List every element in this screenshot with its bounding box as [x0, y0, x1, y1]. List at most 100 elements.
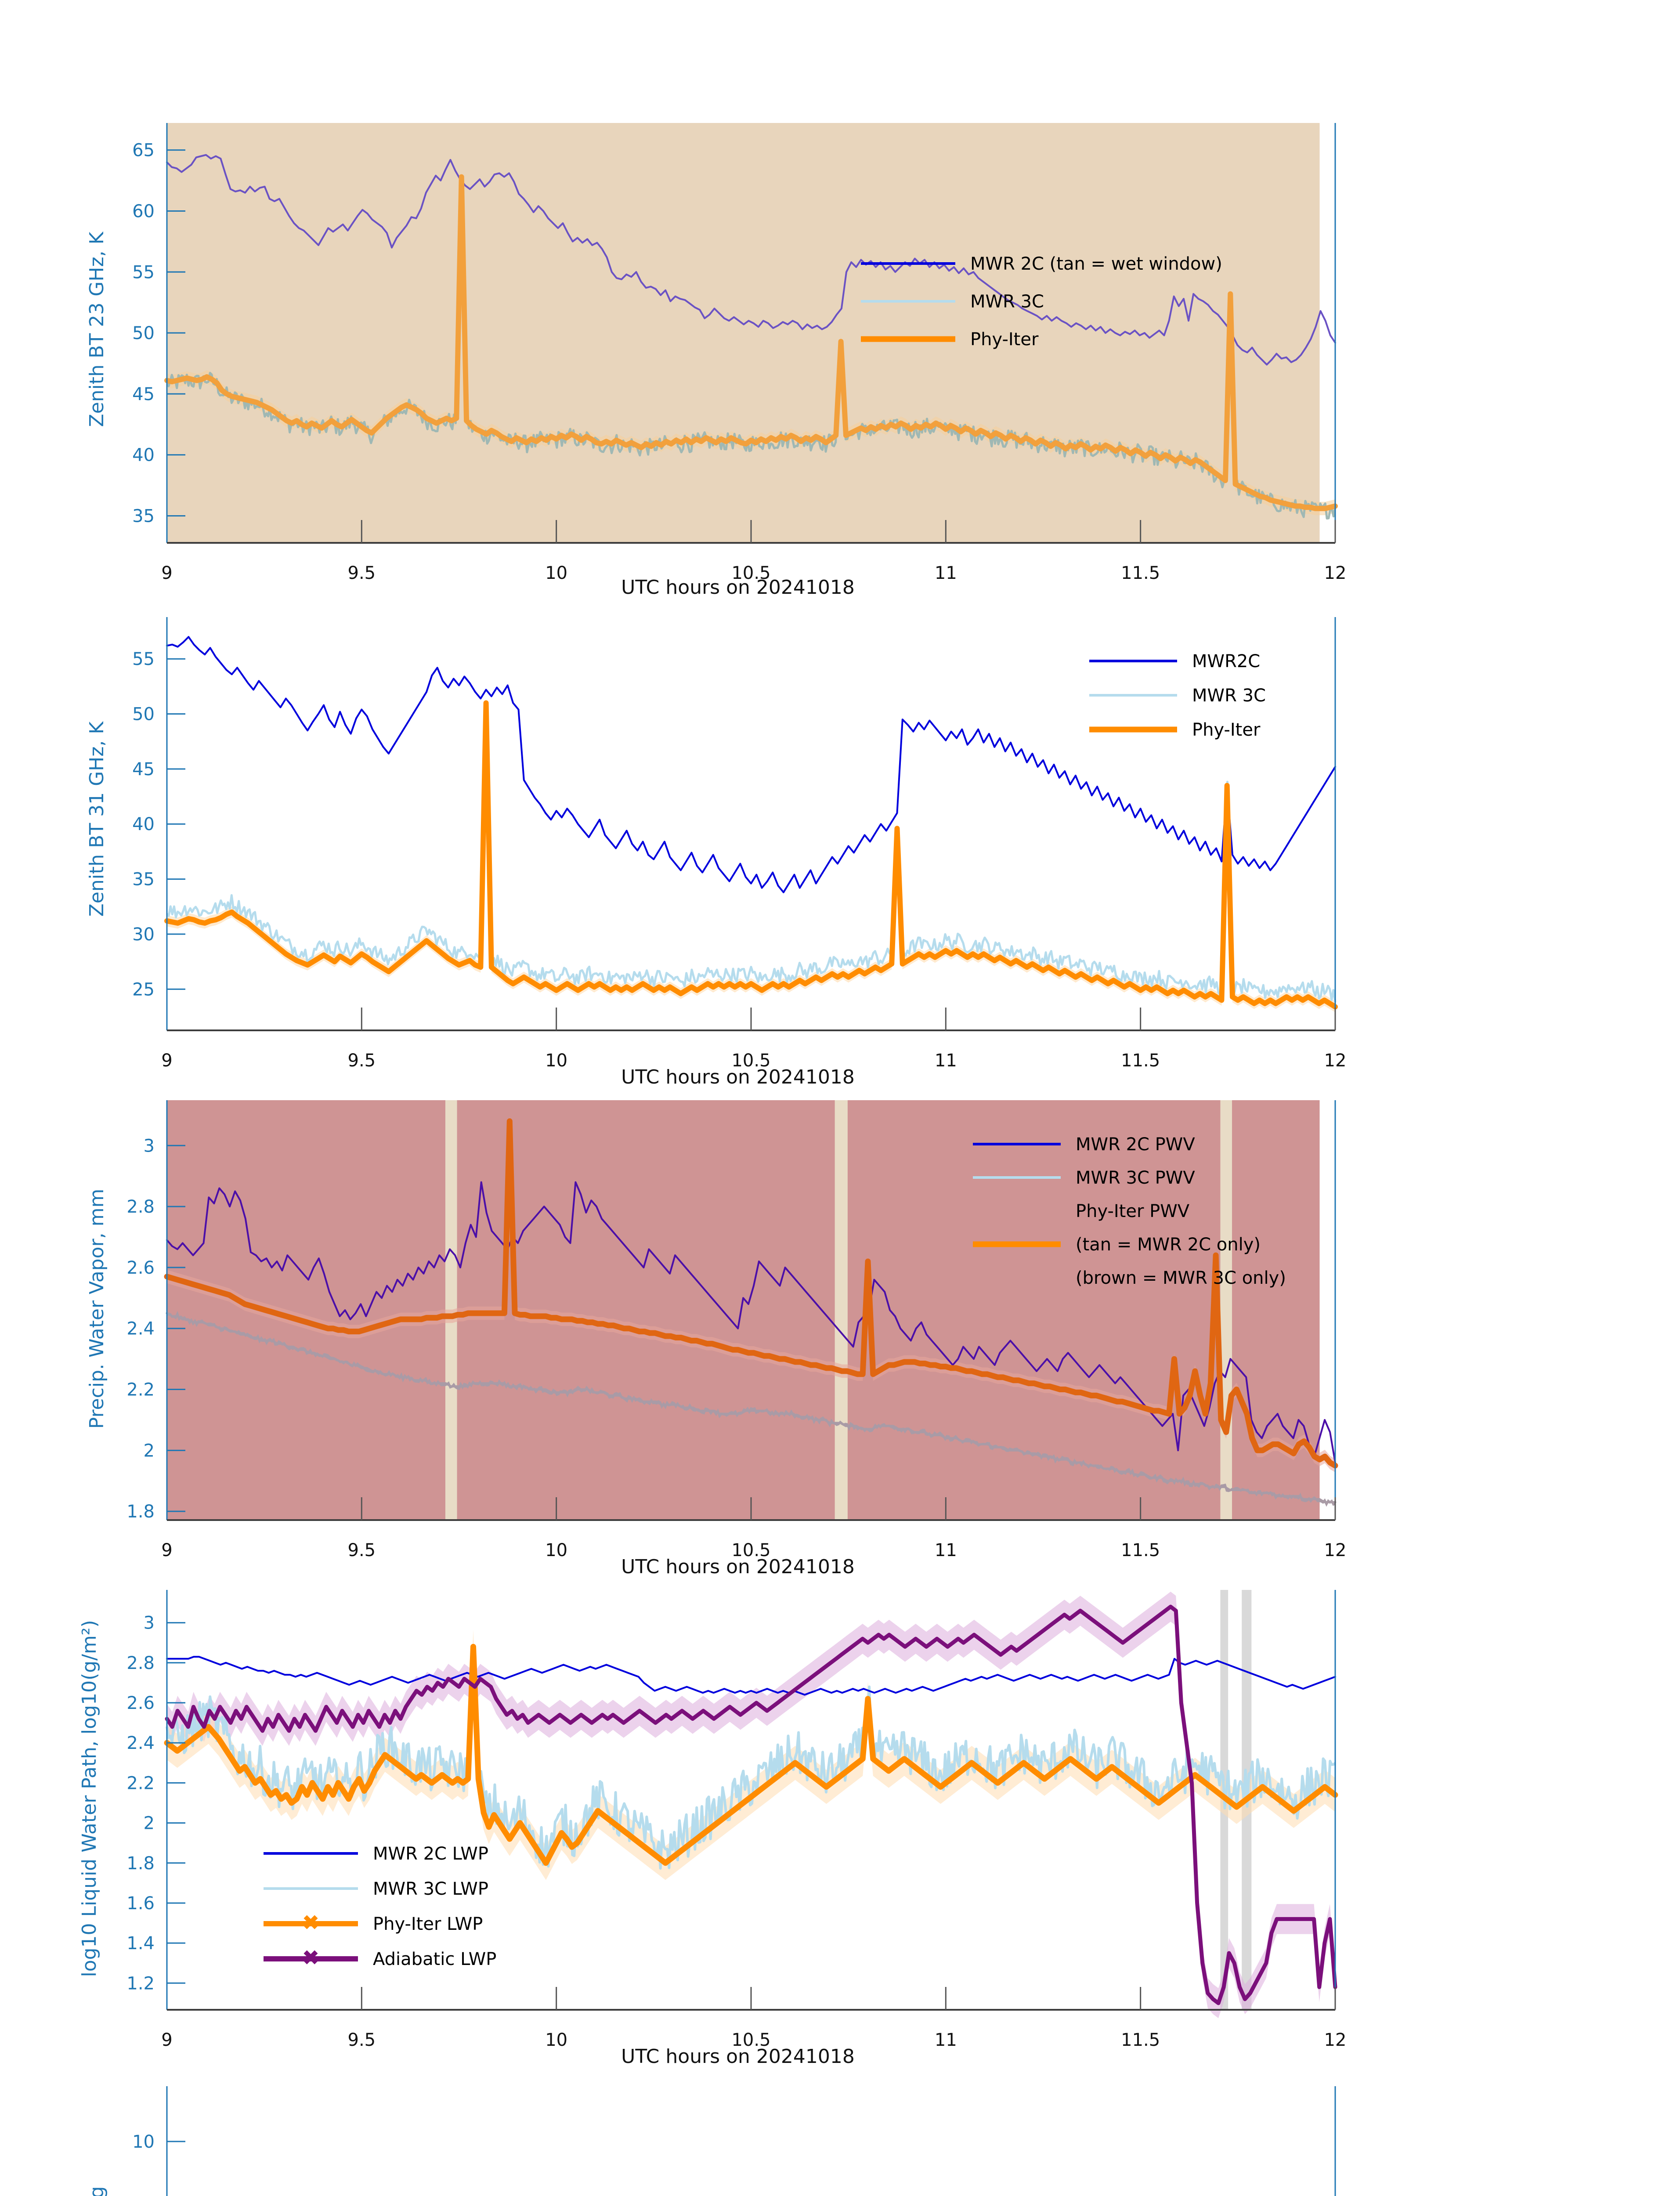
legend-label: Phy-Iter	[1192, 720, 1261, 740]
legend-label: (brown = MWR 3C only)	[1076, 1268, 1286, 1288]
panel4-axes: 1.2 1.4 1.6 1.8 2 2.2 2.4 2.6 2.8 3 9 9.5 10 10.5 11 11…	[126, 1590, 1346, 2050]
y-tick-label: 2	[144, 1813, 155, 1834]
legend-label: MWR2C	[1192, 651, 1260, 672]
y-tick-label: 50	[132, 704, 155, 725]
panel3-ylabel: Precip. Water Vapor, mm	[86, 1189, 108, 1429]
panel2-legend: MWR2C MWR 3C Phy-Iter	[1089, 651, 1266, 740]
legend-label: MWR 2C PWV	[1076, 1134, 1195, 1155]
panel2-ylabel: Zenith BT 31 GHz, K	[86, 721, 108, 917]
panel-precip-water-vapor: 1.8 2 2.2 2.4 2.6 2.8 3 9 9.5 10 10.5 11 11.5 12 MWR …	[0, 1083, 1680, 1581]
x-tick-label: 9	[161, 2030, 172, 2050]
y-tick-label: 2.8	[126, 1197, 155, 1217]
uncertainty-band	[167, 1629, 1335, 1880]
x-tick-label: 10.5	[731, 1540, 770, 1560]
x-tick-label: 11	[935, 2030, 957, 2050]
x-tick-label: 11	[935, 563, 957, 583]
x-tick-label: 12	[1324, 2030, 1347, 2050]
panel-liquid-water-path: 1.2 1.4 1.6 1.8 2 2.2 2.4 2.6 2.8 3 9 9.5 10 10.5 11 11…	[0, 1572, 1680, 2071]
panel5-ylabel: MWR Phy Iter DQ Flag	[86, 2186, 108, 2196]
panel2-series	[164, 636, 1338, 1012]
panel-zenith-bt-31ghz: 25 30 35 40 45 50 55 9 9.5 10 10.5 11 11.5 12 MWR2C MW…	[0, 595, 1680, 1091]
panel3-background	[167, 1100, 1320, 1520]
legend-label: MWR 2C LWP	[373, 1844, 488, 1864]
series-phy-iter	[164, 700, 1338, 1010]
series-adiabatic-lwp	[165, 1604, 1337, 2005]
panel3-series	[164, 1114, 1338, 1507]
y-tick-label: 65	[132, 141, 155, 161]
x-tick-label: 9	[161, 1540, 172, 1560]
y-tick-label: 25	[132, 979, 155, 1000]
y-tick-label: 35	[132, 870, 155, 890]
series-mwr-3c-pwv	[166, 1311, 1336, 1507]
y-tick-label: 1.8	[126, 1853, 155, 1874]
legend-x-marker: ✖	[302, 1946, 319, 1970]
x-tick-label: 10.5	[731, 2030, 770, 2050]
series-mwr2c	[166, 636, 1336, 893]
panel-zenith-bt-23ghz: 35 40 45 50 55 60 65 9 9.5 10 10.5 11 11.5 12 MWR 2C …	[0, 101, 1680, 602]
x-tick-label: 11.5	[1121, 563, 1160, 583]
legend-label: MWR 3C	[970, 292, 1044, 312]
y-tick-label: 60	[132, 201, 155, 221]
y-tick-label: 40	[132, 814, 155, 834]
panel4-series	[164, 1592, 1338, 2019]
y-tick-label: 30	[132, 925, 155, 945]
series-mwr-3c-noisy	[166, 1645, 1336, 1870]
y-tick-label: 2	[144, 1441, 155, 1461]
x-tick-label: 10	[545, 2030, 567, 2050]
series-phy-iter	[164, 174, 1338, 511]
y-tick-label: 3	[144, 1613, 155, 1633]
y-tick-label: 50	[132, 323, 155, 343]
legend-label: MWR 2C (tan = wet window)	[970, 254, 1222, 274]
legend-label: MWR 3C PWV	[1076, 1168, 1195, 1188]
x-tick-label: 11.5	[1121, 2030, 1160, 2050]
series-mwr-3c-pwv	[166, 1312, 1337, 1503]
x-tick-label: 9.5	[348, 2030, 376, 2050]
series-phy-iter-lwp	[164, 1643, 1338, 1866]
x-tick-label: 10	[545, 1051, 567, 1071]
x-tick-label: 9	[161, 1051, 172, 1071]
y-tick-label: 55	[132, 649, 155, 669]
series-mwr-2c-lwp	[166, 1656, 1336, 1696]
panel4-xlabel: UTC hours on 20241018	[621, 2045, 855, 2068]
panel1-svg: 35 40 45 50 55 60 65 9 9.5 10 10.5 11 11.5 12 MWR 2C …	[86, 123, 1346, 599]
x-tick-label: 12	[1324, 1051, 1347, 1071]
legend-label: MWR 3C LWP	[373, 1879, 488, 1899]
y-tick-label: 10	[132, 2132, 155, 2152]
panel4-ylabel: log10 Liquid Water Path, log10(g/m²)	[78, 1620, 101, 1977]
uncertainty-band	[167, 697, 1335, 1012]
y-tick-label: 1.2	[126, 1973, 155, 1994]
series-phy-iter-pwv	[164, 1118, 1338, 1469]
legend-label: Phy-Iter LWP	[373, 1914, 483, 1934]
x-tick-label: 9.5	[348, 563, 376, 583]
y-tick-label: 1.8	[126, 1502, 155, 1522]
x-tick-label: 10.5	[731, 563, 770, 583]
panel1-background	[167, 123, 1320, 543]
y-tick-label: 2.8	[126, 1653, 155, 1673]
x-tick-label: 11	[935, 1540, 957, 1560]
panel1-xlabel: UTC hours on 20241018	[621, 576, 855, 599]
panel3-axes: 1.8 2 2.2 2.4 2.6 2.8 3 9 9.5 10 10.5 11 11.5 12	[126, 1100, 1346, 1560]
x-tick-label: 10	[545, 1540, 567, 1560]
panel1-ylabel: Zenith BT 23 GHz, K	[86, 231, 108, 427]
y-tick-label: 1.4	[126, 1933, 155, 1954]
series-mwr-3c-noisy	[166, 729, 1337, 1002]
x-tick-label: 10.5	[731, 1051, 770, 1071]
x-tick-label: 10	[545, 563, 567, 583]
y-tick-label: 2.6	[126, 1258, 155, 1278]
x-tick-label: 11.5	[1121, 1051, 1160, 1071]
y-tick-label: 2.4	[126, 1319, 155, 1339]
x-tick-label: 12	[1324, 1540, 1347, 1560]
uncertainty-band	[167, 1114, 1335, 1473]
y-tick-label: 3	[144, 1136, 155, 1156]
panel4-legend: MWR 2C LWP MWR 3C LWP ✖ Phy-Iter LWP ✖ Adiaba…	[264, 1844, 496, 1970]
panel1-axes: 35 40 45 50 55 60 65 9 9.5 10 10.5 11 11.5 12	[132, 123, 1346, 583]
panel1-legend: MWR 2C (tan = wet window) MWR 3C Phy-Iter	[861, 254, 1222, 350]
legend-label: Phy-Iter	[970, 329, 1039, 350]
series-mwr-3c-noisy	[166, 216, 1337, 520]
x-tick-label: 9	[161, 563, 172, 583]
